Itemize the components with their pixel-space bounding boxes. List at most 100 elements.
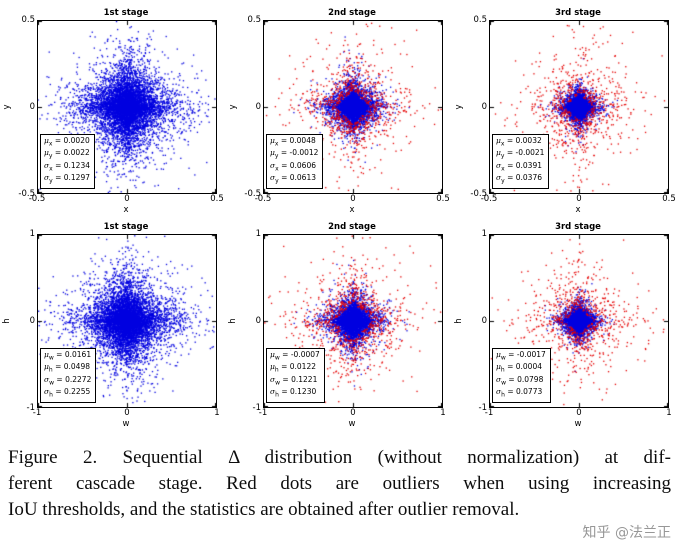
x-tick-label: 0	[350, 194, 356, 204]
x-axis-label: w	[122, 419, 130, 429]
x-tick-label: 0	[124, 408, 130, 418]
y-axis-gutter: h 1 0 -1	[0, 229, 37, 413]
stats-line: μy = 0.0022	[44, 148, 90, 160]
stats-line: σy = 0.0376	[496, 173, 542, 185]
x-tick-label: -1	[32, 408, 42, 418]
x-tick-label: -0.5	[28, 194, 46, 204]
stats-line: σw = 0.1221	[270, 374, 318, 387]
y-axis-label: y	[454, 104, 464, 110]
stats-line: μx = 0.0020	[44, 135, 90, 148]
stats-box: μx = 0.0020 μy = 0.0022 σx = 0.1234 σy = 0.…	[40, 133, 95, 189]
y-axis-gutter: y 0.5 0 -0.5	[0, 15, 37, 199]
caption-line-2: ferent cascade stage. Red dots are outli…	[8, 472, 671, 494]
plot-title: 3rd stage	[555, 8, 601, 18]
stats-line: μx = 0.0048	[270, 135, 316, 148]
x-tick-labels: -1 0 1	[33, 408, 220, 419]
plot-title: 2nd stage	[328, 222, 376, 232]
x-axis-label: w	[348, 419, 356, 429]
y-tick-label: 0	[255, 102, 261, 112]
y-tick-label: 0.5	[473, 15, 487, 25]
y-tick-label: -0.5	[18, 189, 35, 199]
y-tick-label: -0.5	[470, 189, 487, 199]
x-axis-label: w	[574, 419, 582, 429]
y-axis-gutter: h 1 0 -1	[452, 229, 489, 413]
x-tick-label: 0.5	[662, 194, 676, 204]
y-tick-label: 1	[481, 229, 487, 239]
y-axis-label: y	[2, 104, 12, 110]
y-tick-label: -0.5	[244, 189, 261, 199]
stats-line: μw = 0.0161	[44, 349, 92, 362]
stats-line: σy = 0.1297	[44, 173, 90, 185]
y-tick-label: 0.5	[247, 15, 261, 25]
scatter-plot: 1st stage h 1 0 -1 μw = 0.0161 μh = 0.0498 σ…	[0, 221, 226, 435]
x-axis-label: x	[349, 205, 355, 215]
stats-line: μy = -0.0012	[270, 148, 319, 160]
stats-box: μw = 0.0161 μh = 0.0498 σw = 0.2272 σh = 0.…	[40, 347, 97, 403]
caption-line-1: Figure 2. Sequential Δ distribution (wit…	[8, 447, 671, 468]
y-axis-label: h	[228, 318, 238, 324]
plot-area: μx = 0.0032 μy = -0.0021 σx = 0.0391 σy = 0…	[489, 20, 669, 194]
x-tick-label: -1	[484, 408, 494, 418]
x-tick-labels: -1 0 1	[485, 408, 672, 419]
plot-title: 1st stage	[103, 8, 149, 18]
stats-line: σx = 0.1234	[44, 160, 90, 173]
scatter-plot: 2nd stage y 0.5 0 -0.5 μx = 0.0048 μy = -0.…	[226, 7, 452, 221]
stats-line: σw = 0.0798	[496, 374, 544, 387]
y-axis-label: h	[454, 318, 464, 324]
x-tick-label: 0	[124, 194, 130, 204]
stats-line: μh = 0.0122	[270, 362, 316, 374]
y-tick-label: -1	[478, 403, 487, 413]
x-axis-label: x	[123, 205, 129, 215]
x-tick-label: 1	[440, 408, 446, 418]
scatter-plot: 1st stage y 0.5 0 -0.5 μx = 0.0020 μy = 0.0…	[0, 7, 226, 221]
y-tick-label: 1	[255, 229, 261, 239]
x-axis-label: x	[575, 205, 581, 215]
figure-2: 1st stage y 0.5 0 -0.5 μx = 0.0020 μy = 0.0…	[0, 7, 679, 522]
x-tick-label: 1	[666, 408, 672, 418]
stats-box: μw = -0.0017 μh = 0.0004 σw = 0.0798 σh = 0…	[492, 347, 551, 403]
y-tick-label: 0	[29, 102, 35, 112]
y-tick-label: 1	[29, 229, 35, 239]
stats-line: σh = 0.2255	[44, 387, 91, 399]
stats-line: σx = 0.0391	[496, 160, 542, 173]
x-tick-label: 0.5	[436, 194, 450, 204]
stats-box: μw = -0.0007 μh = 0.0122 σw = 0.1221 σh = 0…	[266, 347, 325, 403]
caption-line-3: IoU thresholds, and the statistics are o…	[8, 498, 520, 520]
y-axis-gutter: h 1 0 -1	[226, 229, 263, 413]
stats-line: μh = 0.0498	[44, 362, 90, 374]
plot-area: μx = 0.0020 μy = 0.0022 σx = 0.1234 σy = 0.…	[37, 20, 217, 194]
stats-line: σx = 0.0606	[270, 160, 316, 173]
x-tick-labels: -0.5 0 0.5	[29, 194, 224, 205]
x-tick-label: 0.5	[210, 194, 224, 204]
stats-line: σy = 0.0613	[270, 173, 316, 185]
plots-grid: 1st stage y 0.5 0 -0.5 μx = 0.0020 μy = 0.0…	[0, 7, 678, 435]
y-tick-label: 0.5	[21, 15, 35, 25]
x-tick-labels: -0.5 0 0.5	[481, 194, 676, 205]
x-tick-label: 1	[214, 408, 220, 418]
stats-box: μx = 0.0032 μy = -0.0021 σx = 0.0391 σy = 0…	[492, 133, 550, 189]
plot-title: 2nd stage	[328, 8, 376, 18]
plot-area: μx = 0.0048 μy = -0.0012 σx = 0.0606 σy = 0…	[263, 20, 443, 194]
stats-line: μx = 0.0032	[496, 135, 542, 148]
stats-line: μh = 0.0004	[496, 362, 542, 374]
y-tick-label: 0	[481, 316, 487, 326]
x-tick-label: 0	[350, 408, 356, 418]
stats-line: σw = 0.2272	[44, 374, 92, 387]
y-axis-label: y	[228, 104, 238, 110]
y-tick-label: 0	[481, 102, 487, 112]
scatter-plot: 3rd stage y 0.5 0 -0.5 μx = 0.0032 μy = -0.…	[452, 7, 678, 221]
scatter-plot: 2nd stage h 1 0 -1 μw = -0.0007 μh = 0.0122…	[226, 221, 452, 435]
y-axis-label: h	[2, 318, 12, 324]
x-tick-labels: -1 0 1	[259, 408, 446, 419]
plot-area: μw = -0.0007 μh = 0.0122 σw = 0.1221 σh = 0…	[263, 234, 443, 408]
figure-caption: Figure 2. Sequential Δ distribution (wit…	[0, 435, 679, 522]
x-tick-label: -0.5	[254, 194, 272, 204]
x-tick-labels: -0.5 0 0.5	[255, 194, 450, 205]
x-tick-label: -1	[258, 408, 268, 418]
y-tick-label: -1	[252, 403, 261, 413]
watermark: 知乎 @法兰正	[582, 525, 671, 541]
plot-title: 3rd stage	[555, 222, 601, 232]
stats-line: μy = -0.0021	[496, 148, 545, 160]
stats-line: σh = 0.0773	[496, 387, 543, 399]
stats-box: μx = 0.0048 μy = -0.0012 σx = 0.0606 σy = 0…	[266, 133, 324, 189]
